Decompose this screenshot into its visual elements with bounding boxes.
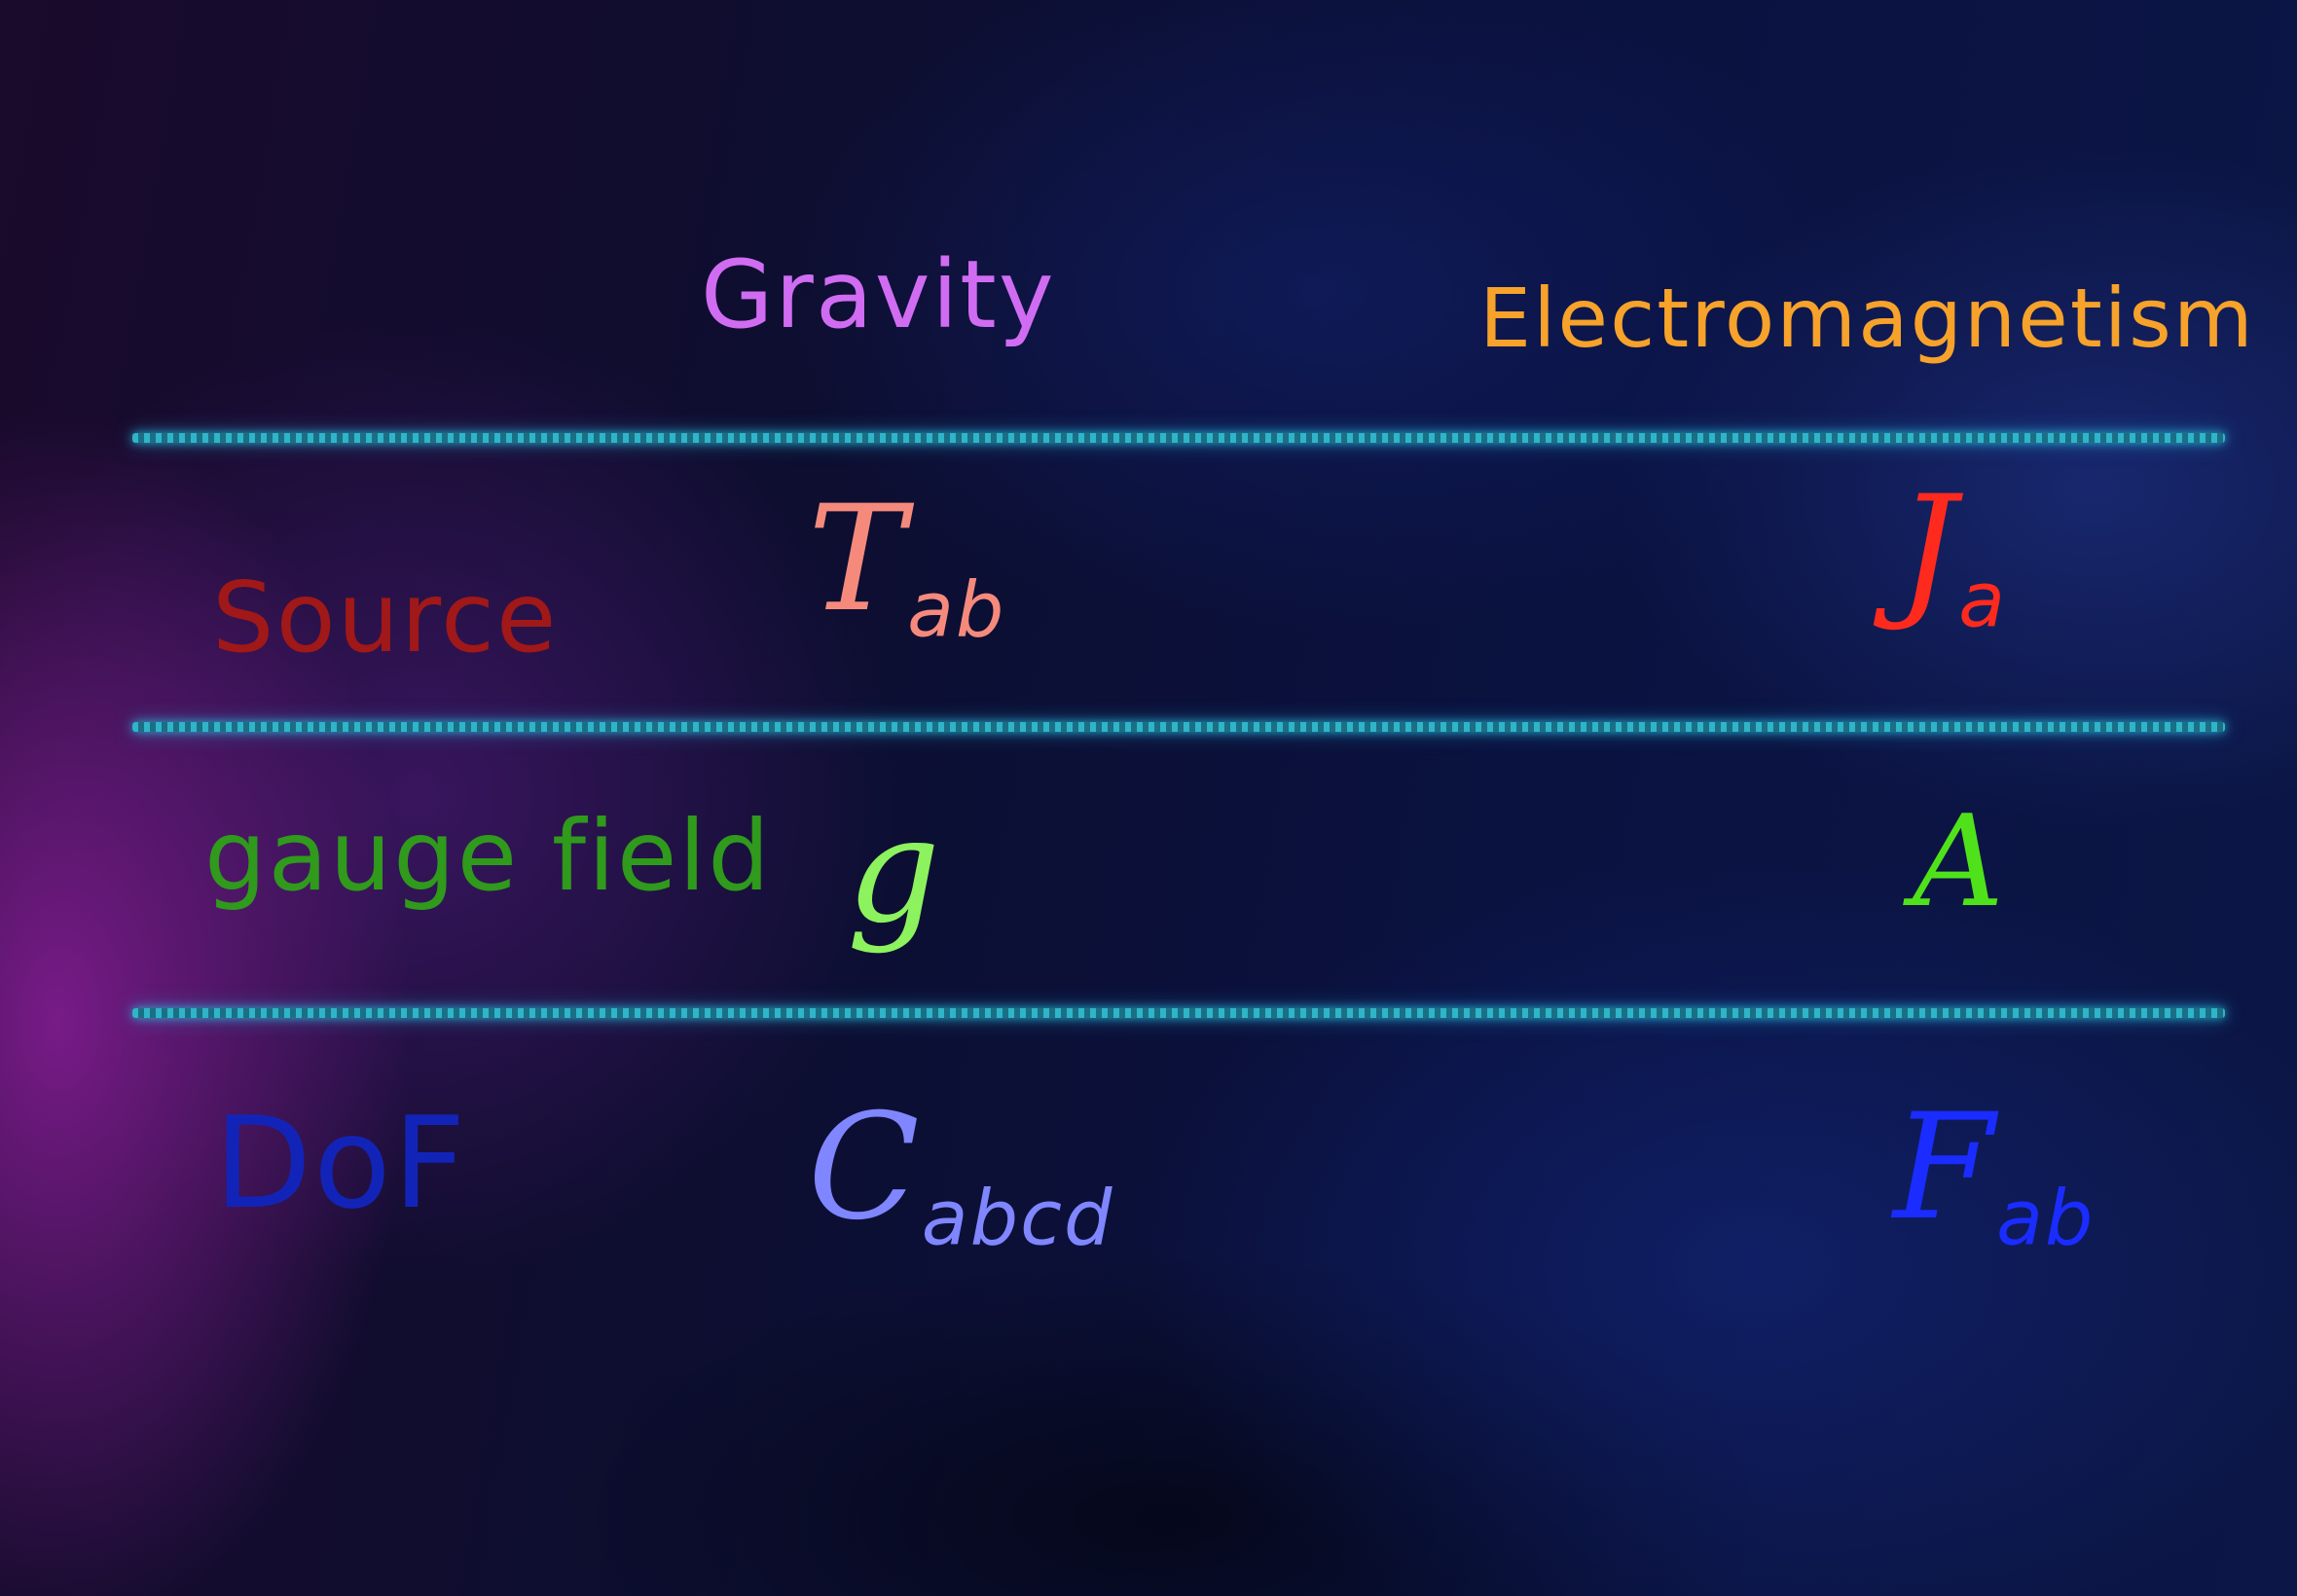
gravity-gauge-symbol: g	[847, 798, 942, 944]
em-gauge-symbol: A	[1913, 798, 2006, 925]
column-header-electromagnetism: Electromagnetism	[1479, 271, 2255, 366]
row-label-gauge-field: gauge field	[204, 799, 772, 913]
gravity-gauge-main: g	[847, 786, 943, 956]
em-dof-subscript: ab	[1996, 1175, 2096, 1263]
gravity-dof-main: C	[808, 1083, 922, 1252]
row-divider-1	[132, 433, 2225, 443]
em-dof-symbol: Fab	[1893, 1095, 2095, 1256]
em-dof-main: F	[1893, 1083, 1997, 1252]
gravity-source-main: T	[808, 475, 908, 644]
row-label-dof: DoF	[214, 1089, 468, 1237]
row-divider-2	[132, 722, 2225, 732]
gravity-dof-subscript: abcd	[921, 1175, 1114, 1263]
em-source-main: J	[1898, 465, 1959, 635]
column-header-gravity: Gravity	[701, 240, 1056, 349]
em-source-symbol: Ja	[1898, 477, 2007, 638]
em-source-subscript: a	[1958, 557, 2007, 645]
gravity-dof-symbol: Cabcd	[808, 1095, 1114, 1256]
em-gauge-main: A	[1913, 787, 2006, 935]
row-label-source: Source	[212, 561, 559, 674]
row-divider-3	[132, 1008, 2225, 1018]
gravity-source-subscript: ab	[907, 566, 1006, 655]
gravity-source-symbol: Tab	[808, 487, 1005, 648]
